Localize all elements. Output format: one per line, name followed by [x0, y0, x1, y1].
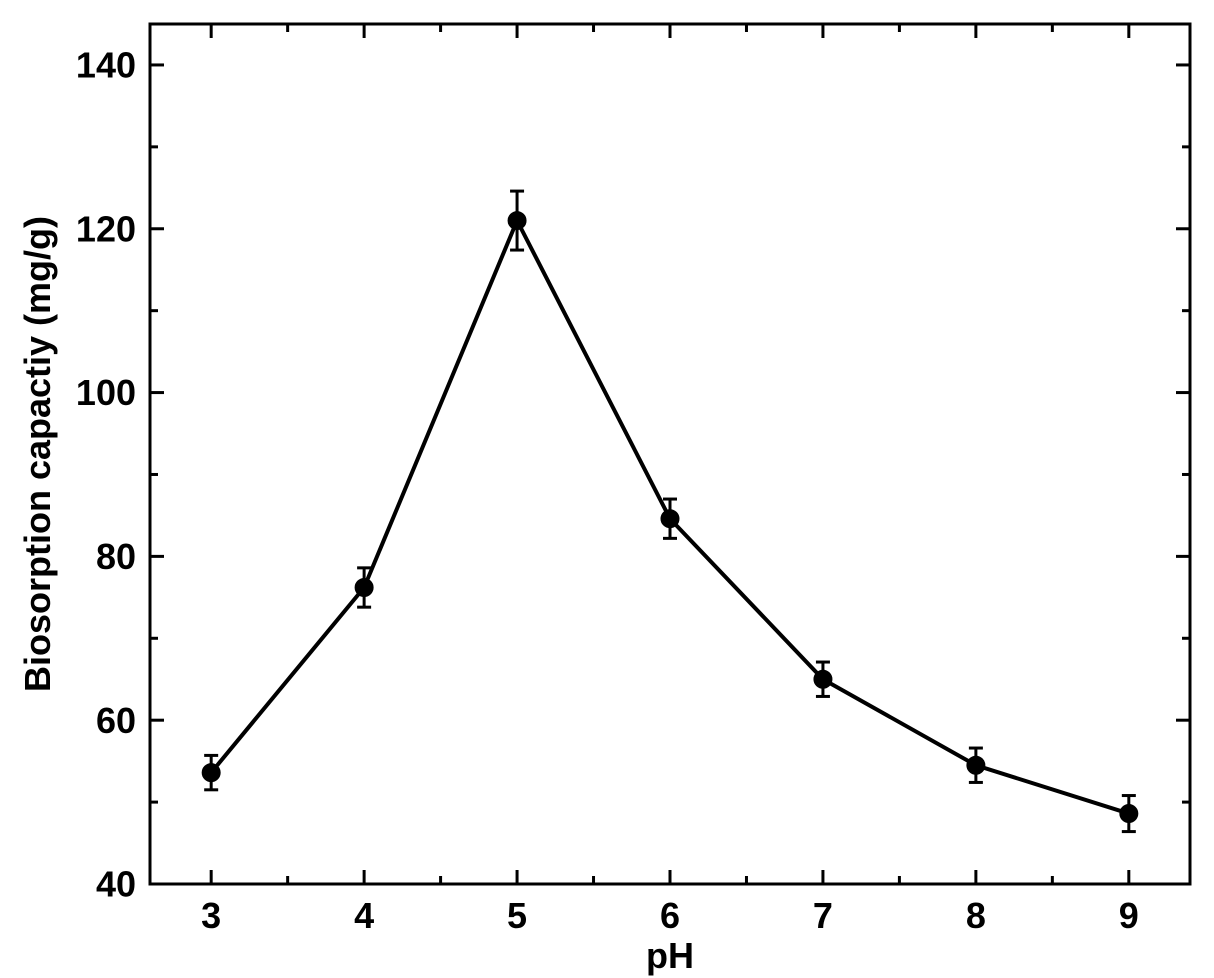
data-point	[508, 212, 526, 230]
data-point	[355, 579, 373, 597]
y-axis-title: Biosorption capactiy (mg/g)	[17, 216, 58, 692]
chart-svg: 3 4 5 6 7 8 9 pH 40 60 80 100 120 140 Biosorption capa…	[0, 0, 1214, 978]
data-point	[202, 764, 220, 782]
x-tick-label: 3	[201, 895, 221, 936]
y-tick-label: 140	[76, 45, 136, 86]
x-tick-label: 9	[1119, 895, 1139, 936]
x-tick-label: 8	[966, 895, 986, 936]
data-point	[661, 510, 679, 528]
x-axis-title: pH	[646, 935, 694, 976]
data-point	[967, 756, 985, 774]
x-tick-label: 4	[354, 895, 374, 936]
chart-container: 3 4 5 6 7 8 9 pH 40 60 80 100 120 140 Biosorption capa…	[0, 0, 1214, 978]
x-tick-label: 6	[660, 895, 680, 936]
y-tick-label: 40	[96, 864, 136, 905]
x-tick-label: 5	[507, 895, 527, 936]
data-point	[1120, 805, 1138, 823]
y-tick-label: 60	[96, 700, 136, 741]
x-tick-label: 7	[813, 895, 833, 936]
y-tick-label: 120	[76, 208, 136, 249]
plot-background	[0, 0, 1214, 978]
data-point	[814, 670, 832, 688]
y-tick-label: 80	[96, 536, 136, 577]
y-tick-label: 100	[76, 372, 136, 413]
